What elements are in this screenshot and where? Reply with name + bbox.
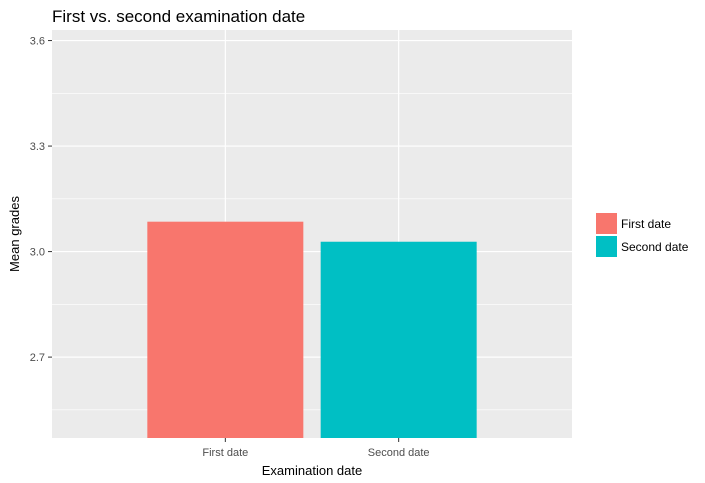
chart-title: First vs. second examination date xyxy=(52,7,305,26)
bars xyxy=(147,221,477,438)
x-tick-label: Second date xyxy=(368,447,430,459)
x-axis-title: Examination date xyxy=(262,463,362,478)
y-axis-title: Mean grades xyxy=(7,196,22,272)
legend-key xyxy=(596,236,617,257)
plot-panel xyxy=(52,30,572,438)
x-tick-label: First date xyxy=(202,447,248,459)
legend-label: First date xyxy=(621,217,671,231)
bar xyxy=(320,241,477,438)
y-tick-label: 3.6 xyxy=(30,36,45,48)
y-tick-label: 3.0 xyxy=(30,247,45,259)
bar xyxy=(147,221,304,438)
legend-label: Second date xyxy=(621,240,689,254)
y-tick-label: 3.3 xyxy=(30,141,45,153)
minor-gridlines xyxy=(52,93,572,411)
x-axis: First date Second date xyxy=(202,438,430,459)
legend-key xyxy=(596,213,617,234)
y-tick-label: 2.7 xyxy=(30,352,45,364)
legend: First date Second date xyxy=(596,213,689,257)
y-axis: 2.7 3.0 3.3 3.6 xyxy=(30,36,52,364)
